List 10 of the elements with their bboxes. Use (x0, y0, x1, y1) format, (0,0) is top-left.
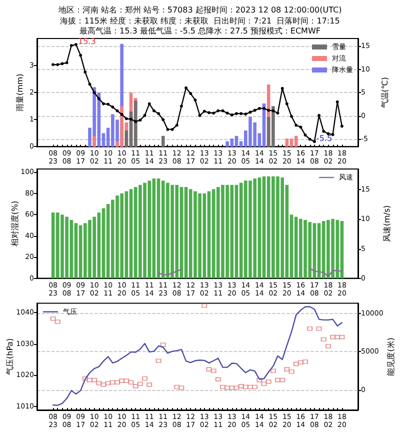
y2-axis-title: 气温(℃) (380, 76, 390, 108)
annotation: 15.3 (78, 37, 96, 46)
y-axis-title: 雨量(mm) (16, 74, 24, 112)
y-axis-title: 相对湿度(%) (10, 200, 20, 247)
chart-title: 地区：河南 站名：郑州 站号：57083 起报时间：2023 12 08 12:00:00(UTC) (57, 6, 342, 14)
y2-axis-title: 能见度(米) (386, 338, 396, 376)
y2-axis-title: 风速(m/s) (382, 205, 392, 242)
chart-subtitle: 海拔：115米 经度：未获取 纬度：未获取 日出时间：7:21 日落时间：17:15 最高气温：15.3 最低气温：-5.5 总降水：27.5 预报模式：ECMWF (60, 16, 340, 36)
annotation: -5.5 (316, 134, 332, 144)
y-axis-title: 气压(hPa) (6, 338, 14, 375)
